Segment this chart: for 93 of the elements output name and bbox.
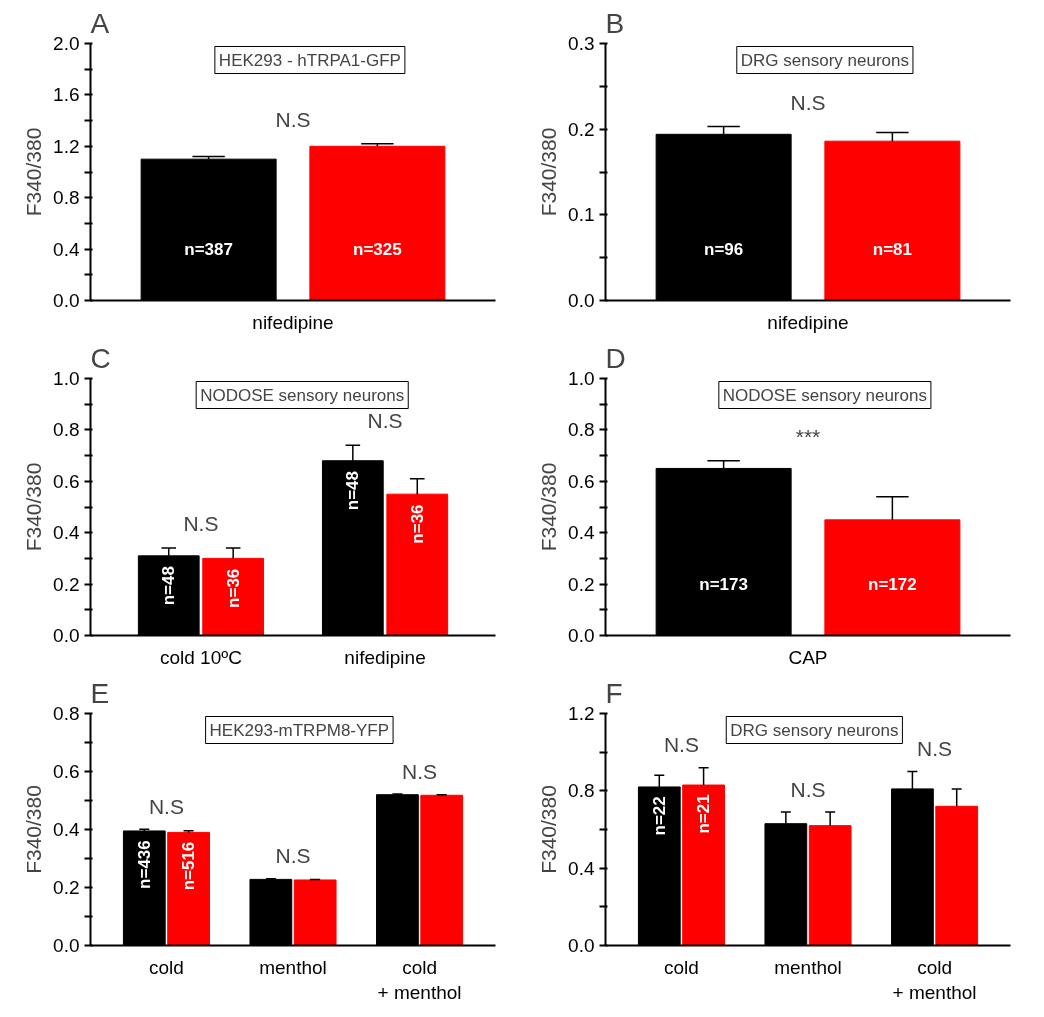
- y-tick-label: 0.8: [568, 780, 595, 802]
- y-axis-title: F340/380: [22, 785, 46, 874]
- bar: [808, 825, 852, 946]
- y-tick-label: 0.0: [568, 625, 595, 646]
- text: B: [605, 7, 625, 39]
- x-tick-label: cold 10ºC: [159, 646, 242, 668]
- y-tick-label: 0.2: [568, 118, 595, 140]
- bar: [386, 493, 449, 636]
- x-tick-label: cold: [149, 956, 184, 978]
- y-tick-label: 0.1: [568, 204, 595, 226]
- x-tick-label: CAP: [788, 646, 828, 668]
- text: F: [605, 677, 623, 709]
- annotation: n=21: [694, 794, 714, 834]
- y-tick-label: 0.4: [53, 522, 80, 544]
- annotation: n=36: [407, 504, 427, 544]
- annotation: N.S: [275, 844, 311, 868]
- bar: [682, 784, 725, 946]
- x-tick-label: cold: [664, 956, 699, 978]
- y-tick-label: 1.0: [53, 368, 80, 389]
- y-tick-label: 0.8: [53, 187, 80, 209]
- y-tick-label: 0.8: [568, 419, 595, 441]
- y-tick-label: 0.0: [568, 935, 595, 956]
- annotation: N.S: [183, 512, 219, 536]
- bar: [935, 805, 979, 946]
- annotation: N.S: [367, 409, 403, 433]
- text: E: [90, 677, 110, 709]
- bar: [420, 794, 464, 946]
- annotation: N.S: [790, 90, 826, 114]
- y-tick-label: 1.6: [53, 84, 80, 106]
- bar: [293, 879, 337, 946]
- x-tick-label: menthol: [259, 956, 327, 978]
- y-tick-label: 1.2: [568, 703, 595, 724]
- annotation: N.S: [402, 759, 438, 783]
- x-tick-label: nifedipine: [252, 311, 334, 333]
- y-tick-label: 0.4: [53, 238, 80, 260]
- annotation: n=81: [872, 239, 912, 259]
- y-tick-label: 0.6: [53, 470, 80, 492]
- annotation: N.S: [917, 736, 953, 760]
- y-tick-label: 0.8: [53, 419, 80, 441]
- y-tick-label: 0.4: [53, 819, 80, 840]
- y-tick-label: 0.4: [568, 857, 595, 879]
- annotation: n=36: [223, 568, 243, 608]
- chart-title: NODOSE sensory neurons: [722, 385, 927, 405]
- chart-title: HEK293-mTRPM8-YFP: [209, 720, 390, 740]
- chart-title: HEK293 - hTRPA1-GFP: [218, 50, 401, 70]
- y-tick-label: 0.6: [53, 761, 80, 782]
- text: A: [90, 7, 110, 39]
- x-tick-label: nifedipine: [767, 311, 849, 333]
- y-tick-label: 0.3: [568, 33, 595, 54]
- y-tick-label: 2.0: [53, 33, 80, 54]
- annotation: n=325: [353, 239, 402, 259]
- annotation: n=387: [184, 239, 233, 259]
- x-tick-label: nifedipine: [344, 646, 426, 668]
- x-tick-label: cold + menthol: [892, 956, 977, 1003]
- annotation: n=48: [343, 471, 363, 511]
- y-tick-label: 0.0: [53, 935, 80, 956]
- y-axis-title: F340/380: [22, 127, 46, 217]
- x-tick-label: menthol: [774, 956, 842, 978]
- annotation: n=173: [699, 574, 748, 594]
- y-tick-label: 0.0: [568, 290, 595, 311]
- text: C: [90, 342, 111, 374]
- annotation: n=436: [134, 840, 154, 889]
- y-tick-label: 0.8: [53, 703, 80, 724]
- y-axis-title: F340/380: [22, 462, 46, 552]
- x-tick-label: cold + menthol: [377, 956, 462, 1003]
- annotation: n=96: [704, 239, 744, 259]
- bar: [167, 831, 210, 946]
- y-tick-label: 0.2: [53, 877, 80, 898]
- annotation: ***: [795, 424, 821, 448]
- annotation: n=516: [179, 841, 199, 891]
- annotation: n=172: [868, 574, 917, 594]
- y-tick-label: 0.4: [568, 522, 595, 544]
- y-tick-label: 0.6: [568, 470, 595, 492]
- annotation: N.S: [275, 107, 311, 131]
- y-tick-label: 0.0: [53, 625, 80, 646]
- annotation: n=22: [649, 796, 669, 836]
- y-axis-title: F340/380: [537, 462, 561, 552]
- chart-title: DRG sensory neurons: [740, 50, 909, 70]
- annotation: N.S: [790, 777, 826, 801]
- y-tick-label: 1.0: [568, 368, 595, 389]
- y-tick-label: 0.0: [53, 290, 80, 311]
- annotation: N.S: [148, 794, 184, 818]
- chart-title: DRG sensory neurons: [730, 720, 899, 740]
- y-tick-label: 0.2: [53, 573, 80, 595]
- bar: [202, 557, 265, 636]
- chart-title: NODOSE sensory neurons: [200, 385, 405, 405]
- y-tick-label: 0.2: [568, 573, 595, 595]
- y-tick-label: 1.2: [53, 135, 80, 157]
- annotation: n=48: [159, 566, 179, 606]
- annotation: N.S: [663, 733, 699, 757]
- y-axis-title: F340/380: [537, 127, 561, 217]
- y-axis-title: F340/380: [537, 785, 561, 874]
- text: D: [605, 342, 626, 374]
